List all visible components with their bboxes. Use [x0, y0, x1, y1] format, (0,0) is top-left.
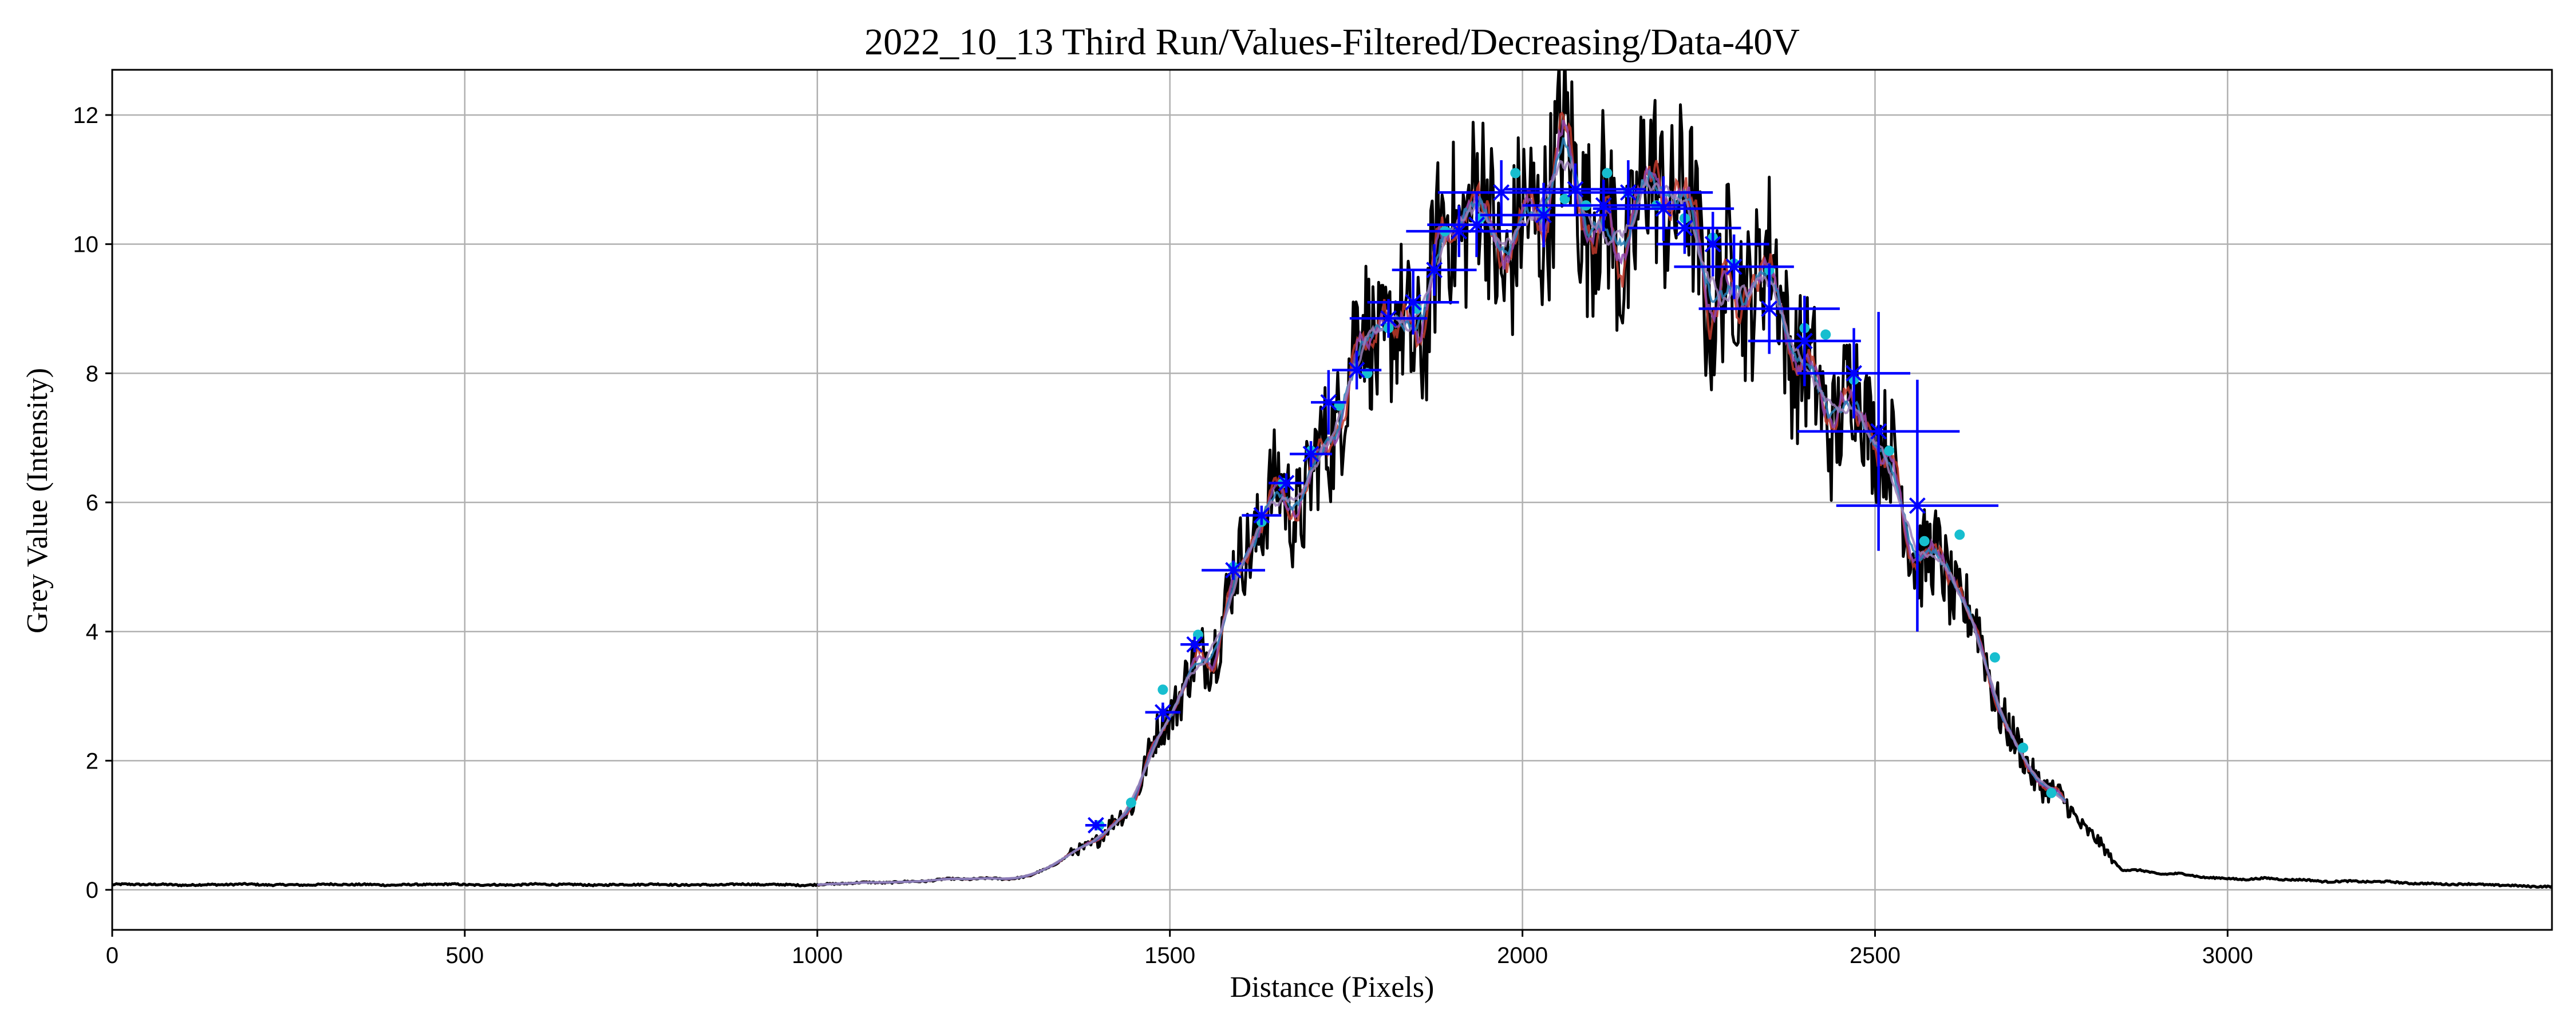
error-bar: [1290, 441, 1332, 467]
ticks: 0 500 1000 1500 2000 2500 3000 0 2 4 6 8 10 12: [73, 103, 2253, 968]
x-tick-label: 2000: [1497, 943, 1548, 968]
error-bar: [1698, 263, 1840, 354]
error-bar: [1797, 328, 1911, 419]
error-marker: [1087, 817, 1104, 834]
y-tick-label: 12: [73, 103, 99, 128]
error-bar: [1392, 244, 1477, 296]
error-marker: [1426, 262, 1443, 279]
data-marker: [1919, 536, 1930, 546]
error-marker: [1870, 423, 1887, 440]
error-marker: [1761, 300, 1778, 317]
error-bar: [1202, 560, 1265, 580]
data-marker: [1559, 193, 1570, 204]
data-marker: [2046, 787, 2057, 798]
error-bar: [1242, 505, 1282, 525]
error-marker: [1468, 216, 1485, 233]
y-tick-label: 4: [86, 620, 98, 645]
x-tick-label: 500: [446, 943, 484, 968]
data-marker: [1125, 797, 1136, 808]
error-bar: [1367, 270, 1459, 335]
chart-title: 2022_10_13 Third Run/Values-Filtered/Dec…: [864, 21, 1800, 63]
error-marker: [1796, 332, 1813, 350]
error-marker: [1846, 365, 1862, 382]
error-marker: [1302, 445, 1319, 462]
error-bar: [1269, 473, 1304, 493]
error-marker: [1725, 258, 1743, 275]
error-marker: [1655, 200, 1672, 217]
x-tick-label: 1000: [792, 943, 843, 968]
x-tick-label: 2500: [1850, 943, 1901, 968]
raw-profile-line: [112, 70, 2552, 889]
data-marker: [1602, 168, 1613, 179]
error-bar: [1085, 817, 1107, 834]
error-bar: [1427, 192, 1526, 258]
y-tick-label: 0: [86, 878, 98, 903]
plot-area: [112, 70, 2552, 889]
y-axis-label: Grey Value (Intensity): [21, 368, 54, 633]
error-bar: [1332, 350, 1382, 390]
axes-frame: [111, 69, 2553, 931]
data-marker: [1820, 329, 1831, 340]
smoothed-line: [817, 159, 2067, 886]
data-marker: [1989, 652, 2000, 663]
error-marker: [1278, 474, 1295, 492]
error-marker: [1186, 636, 1203, 653]
error-bar: [1543, 160, 1713, 225]
error-marker: [1909, 497, 1926, 514]
y-tick-label: 2: [86, 748, 98, 774]
error-bar: [1674, 234, 1794, 299]
error-marker: [1380, 310, 1397, 327]
y-tick-label: 10: [73, 232, 99, 258]
error-marker: [1676, 220, 1693, 236]
grid: [111, 70, 2552, 930]
error-marker: [1567, 181, 1584, 198]
error-marker: [1595, 197, 1612, 214]
error-bar: [1522, 179, 1685, 232]
x-tick-label: 3000: [2202, 943, 2253, 968]
error-marker: [1253, 507, 1270, 524]
error-bar: [1406, 205, 1512, 258]
error-bar: [1180, 636, 1209, 653]
error-marker: [1451, 223, 1468, 240]
data-marker: [2018, 742, 2029, 753]
data-marker: [1510, 168, 1521, 179]
x-tick-label: 1500: [1144, 943, 1195, 968]
error-marker: [1405, 294, 1422, 311]
error-marker: [1348, 362, 1365, 379]
y-tick-label: 8: [86, 361, 98, 386]
data-marker: [1884, 445, 1895, 456]
error-bar: [1797, 312, 1960, 551]
data-marker: [1954, 529, 1965, 540]
error-marker: [1619, 184, 1637, 201]
error-bar: [1836, 379, 1999, 632]
error-marker: [1320, 394, 1337, 411]
error-marker: [1704, 236, 1721, 253]
x-axis-label: Distance (Pixels): [1230, 971, 1435, 1004]
error-marker: [1225, 562, 1242, 579]
error-bar: [1311, 370, 1346, 435]
error-bar: [1593, 176, 1735, 241]
error-marker: [1535, 207, 1552, 224]
error-bar: [1748, 295, 1861, 386]
error-marker: [1493, 184, 1510, 201]
x-tick-label: 0: [106, 943, 118, 968]
error-marker: [1154, 704, 1171, 721]
y-tick-label: 6: [86, 490, 98, 516]
error-bar: [1145, 702, 1181, 722]
data-marker: [1157, 684, 1168, 695]
